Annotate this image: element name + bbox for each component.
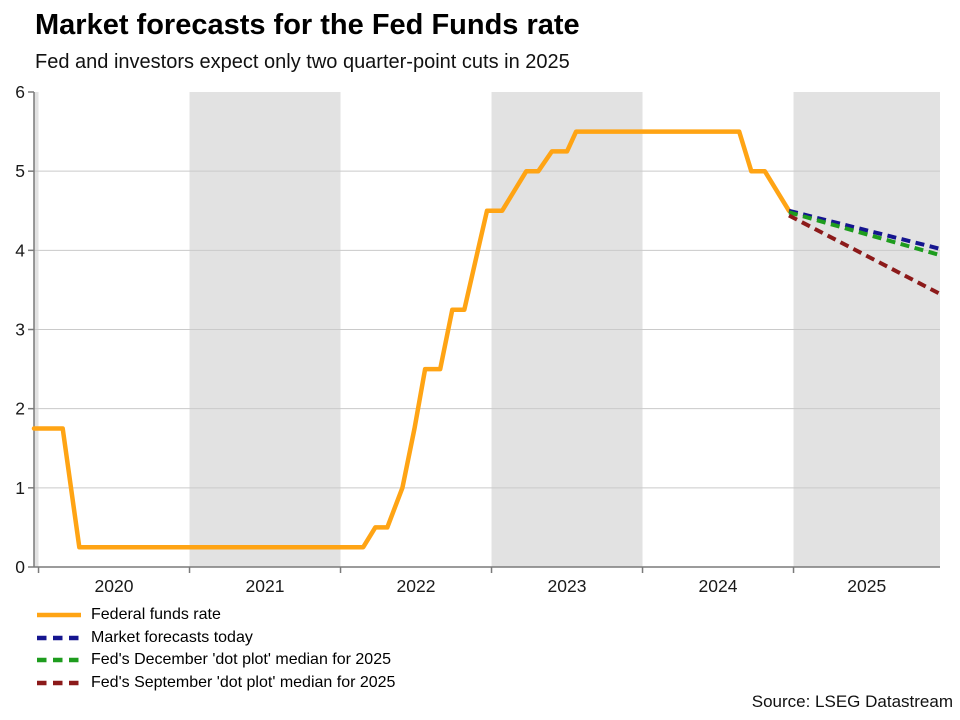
chart-subtitle: Fed and investors expect only two quarte…: [35, 51, 570, 73]
x-tick-label: 2020: [95, 576, 134, 596]
legend-label: Market forecasts today: [91, 628, 253, 646]
y-tick-label: 5: [15, 161, 25, 181]
series-line-market-forecasts-today: [788, 208, 941, 251]
legend-swatch-dashed: [37, 658, 81, 663]
chart-plot-area: 0 1 2 3 4 5 6 2020 2021 2022 2023 2024 2025: [15, 85, 941, 596]
legend-swatch-solid: [37, 613, 81, 618]
legend-label: Fed's September 'dot plot' median for 20…: [91, 673, 396, 691]
legend-swatch-dashed: [37, 635, 81, 640]
legend-row: Fed's September 'dot plot' median for 20…: [36, 672, 395, 695]
legend-row: Federal funds rate: [36, 604, 395, 627]
legend-row: Market forecasts today: [36, 627, 395, 650]
legend: Federal funds rate Market forecasts today…: [36, 604, 395, 694]
x-tick-label: 2022: [397, 576, 436, 596]
y-tick-label: 6: [15, 85, 25, 102]
x-tick-label: 2025: [847, 576, 886, 596]
chart-title: Market forecasts for the Fed Funds rate: [35, 9, 580, 41]
source-credit: Source: LSEG Datastream: [751, 692, 953, 711]
series-line-fed-s-december-dot-plot-median-for-2025: [788, 210, 941, 258]
x-tick-label: 2023: [548, 576, 587, 596]
x-tick-label: 2021: [246, 576, 285, 596]
x-tick-label: 2024: [699, 576, 738, 596]
series-line-federal-funds-rate: [31, 129, 792, 550]
y-tick-label: 0: [15, 557, 25, 577]
legend-row: Fed's December 'dot plot' median for 202…: [36, 649, 395, 672]
legend-label: Federal funds rate: [91, 606, 221, 624]
y-tick-label: 2: [15, 399, 25, 419]
y-tick-label: 1: [15, 478, 25, 498]
y-tick-label: 3: [15, 320, 25, 340]
legend-label: Fed's December 'dot plot' median for 202…: [91, 651, 391, 669]
y-tick-label: 4: [15, 240, 25, 260]
legend-swatch-dashed: [37, 680, 81, 685]
